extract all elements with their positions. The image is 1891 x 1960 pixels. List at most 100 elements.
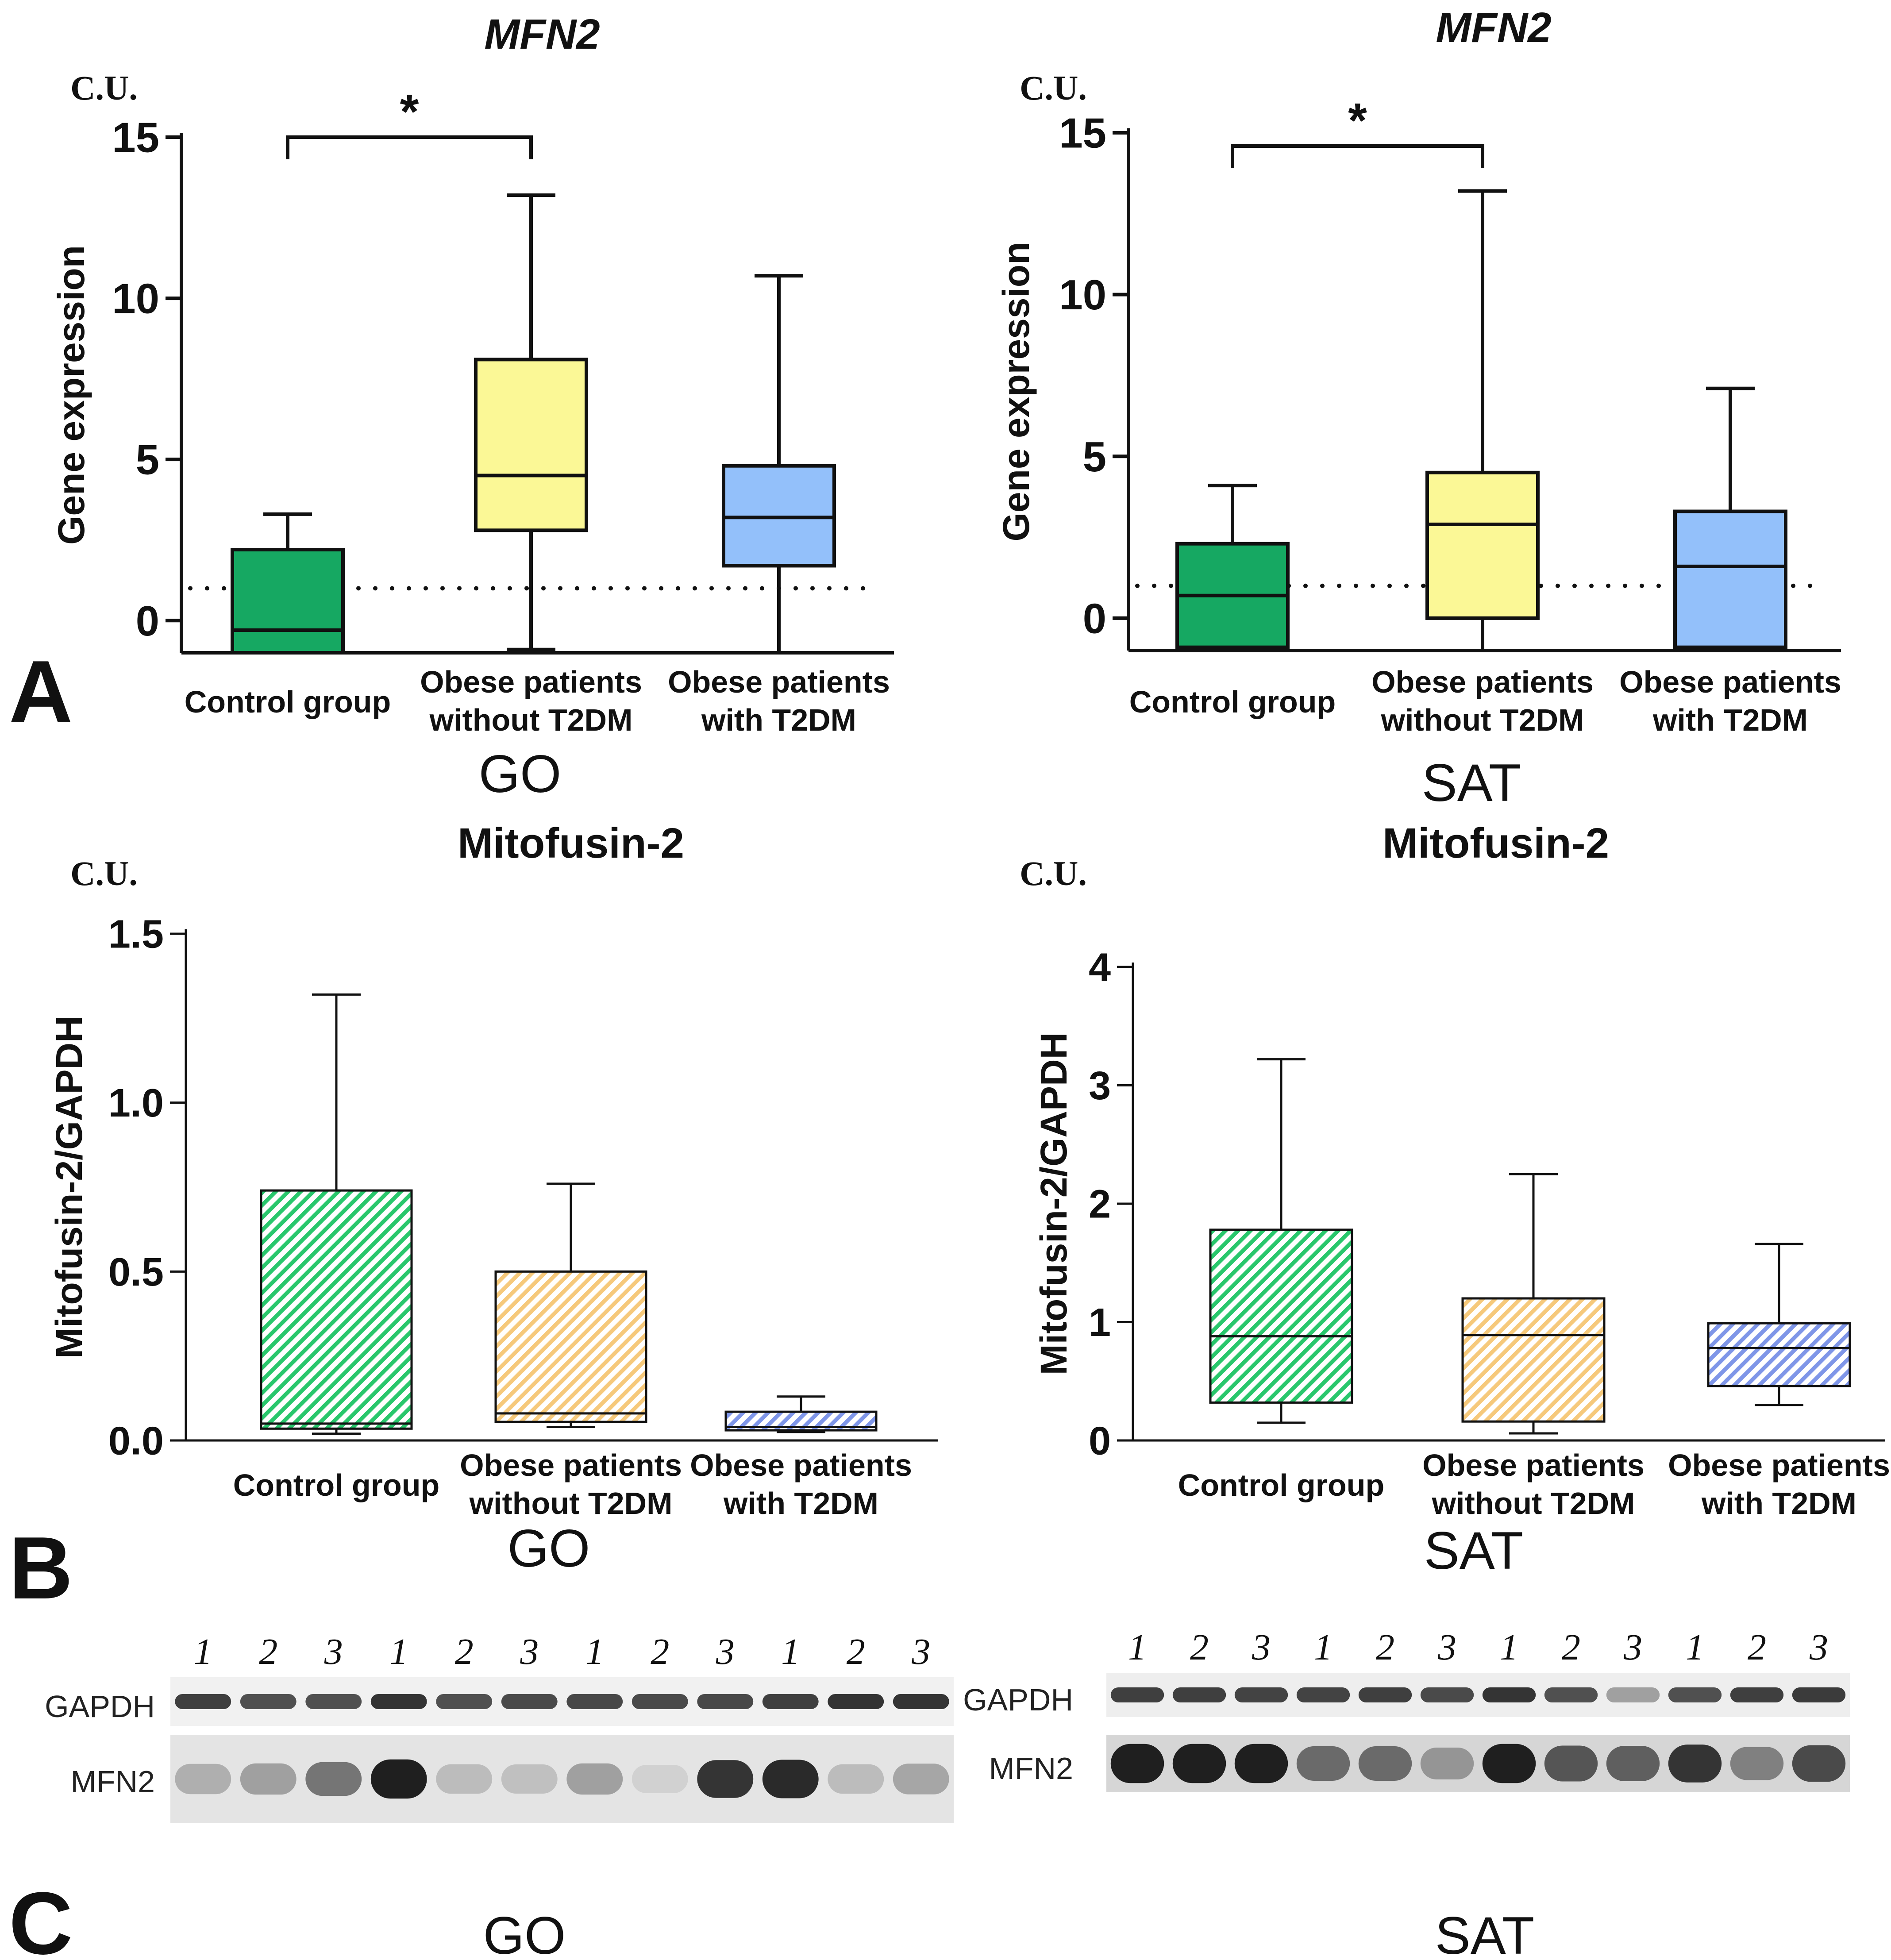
- x-category-label: with T2DM: [1701, 1486, 1856, 1521]
- lane-label: 3: [911, 1631, 930, 1672]
- chart-title: Mitofusin-2: [1383, 820, 1609, 867]
- box-iqr: [1673, 509, 1787, 649]
- lane-label: 1: [389, 1631, 408, 1672]
- chart-a-go: MFN2 C.U. Gene expression 0 5 10 15 Control gro…: [50, 11, 894, 804]
- blot-band: [305, 1694, 362, 1709]
- x-axis-label: GO: [479, 744, 562, 804]
- blot-band: [370, 1759, 427, 1799]
- blot-tissue-label: GO: [483, 1906, 566, 1960]
- significance-bracket: [1231, 144, 1484, 168]
- blot-band: [1296, 1687, 1350, 1702]
- panel-label-c: C: [9, 1874, 73, 1960]
- x-category-label: with T2DM: [1652, 703, 1808, 737]
- y-tick-label: 4: [1089, 946, 1111, 990]
- blot-band: [632, 1694, 688, 1709]
- significance-bracket: [286, 135, 533, 159]
- chart-b-go: Mitofusin-2 C.U. Mitofusin-2/GAPDH 0.0 0.5 1.…: [48, 820, 938, 1578]
- x-category-label: Control group: [233, 1468, 440, 1502]
- lane-label: 1: [1314, 1627, 1333, 1668]
- western-blot-sat: 1 2 3 1 2 3 1 2 3 1 2 3 GAPDH MFN2 SAT: [963, 1627, 1850, 1960]
- blot-band: [697, 1694, 754, 1709]
- blot-band: [1792, 1687, 1846, 1702]
- blot-row-label: MFN2: [989, 1751, 1073, 1786]
- x-category-label: without T2DM: [1381, 703, 1584, 737]
- y-tick-label: 5: [1083, 433, 1106, 481]
- y-tick-label: 5: [136, 436, 159, 484]
- blot-band: [1358, 1687, 1412, 1702]
- blot-band: [436, 1694, 493, 1709]
- y-tick-label: 0: [1089, 1419, 1111, 1463]
- box-iqr: [260, 1189, 413, 1430]
- y-tick-label: 15: [112, 114, 159, 162]
- blot-strip: [1106, 1673, 1850, 1717]
- box-iqr: [1707, 1322, 1851, 1387]
- blot-band: [1606, 1746, 1660, 1781]
- blot-band: [1296, 1746, 1350, 1781]
- lane-label: 1: [1128, 1627, 1147, 1668]
- lane-label: 3: [1809, 1627, 1828, 1668]
- unit-label: C.U.: [1020, 854, 1087, 893]
- blot-strip: [170, 1735, 954, 1823]
- blot-band: [697, 1760, 754, 1798]
- lane-label: 2: [259, 1631, 277, 1672]
- blot-band: [1420, 1748, 1474, 1779]
- y-tick-label: 1.0: [108, 1081, 164, 1125]
- blot-tissue-label: SAT: [1435, 1906, 1534, 1960]
- blot-band: [436, 1764, 493, 1794]
- lane-label: 2: [1376, 1627, 1394, 1668]
- blot-band: [632, 1765, 688, 1793]
- x-axis-label: GO: [508, 1519, 590, 1578]
- y-axis-label: Gene expression: [50, 245, 92, 545]
- x-category-label: Obese patients: [460, 1448, 682, 1483]
- lane-label: 3: [1623, 1627, 1642, 1668]
- lane-label: 1: [781, 1631, 800, 1672]
- y-tick-label: 0.5: [108, 1250, 164, 1294]
- y-tick-label: 10: [112, 275, 159, 323]
- blot-band: [1482, 1744, 1536, 1783]
- lane-label: 1: [585, 1631, 604, 1672]
- blot-band: [370, 1694, 427, 1709]
- lane-label: 3: [324, 1631, 343, 1672]
- lane-label: 2: [1190, 1627, 1209, 1668]
- x-category-label: without T2DM: [469, 1486, 673, 1521]
- x-category-label: Obese patients: [1371, 665, 1594, 699]
- blot-band: [501, 1764, 558, 1794]
- blot-band: [175, 1694, 231, 1709]
- lane-label: 1: [1686, 1627, 1704, 1668]
- significance-star: *: [1348, 93, 1367, 148]
- blot-band: [305, 1762, 362, 1796]
- unit-label: C.U.: [70, 69, 138, 107]
- y-tick-label: 1.5: [108, 913, 164, 957]
- blot-band: [1606, 1687, 1660, 1702]
- unit-label: C.U.: [1020, 69, 1087, 107]
- blot-band: [828, 1694, 884, 1709]
- y-tick-label: 15: [1059, 110, 1106, 157]
- x-category-label: with T2DM: [723, 1486, 878, 1521]
- blot-band: [175, 1764, 231, 1794]
- blot-band: [501, 1694, 558, 1709]
- blot-band: [1544, 1745, 1598, 1782]
- x-axis-label: SAT: [1424, 1521, 1523, 1580]
- blot-band: [1172, 1744, 1226, 1783]
- unit-label: C.U.: [70, 854, 138, 893]
- chart-title: MFN2: [484, 11, 600, 58]
- x-category-label: Control group: [185, 685, 391, 719]
- blot-band: [1172, 1687, 1226, 1702]
- blot-band: [893, 1764, 949, 1794]
- blot-band: [1730, 1687, 1784, 1702]
- x-category-label: Obese patients: [420, 665, 642, 699]
- x-category-label: Obese patients: [1619, 665, 1841, 699]
- lane-label: 2: [847, 1631, 865, 1672]
- y-tick-label: 0: [136, 597, 159, 645]
- x-category-label: with T2DM: [701, 703, 856, 737]
- lane-label: 1: [194, 1631, 212, 1672]
- blot-band: [240, 1763, 297, 1795]
- blot-row-label: MFN2: [70, 1764, 155, 1799]
- lane-label: 3: [520, 1631, 539, 1672]
- y-axis-label: Mitofusin-2/GAPDH: [48, 1016, 90, 1359]
- blot-band: [566, 1694, 623, 1709]
- blot-band: [1668, 1744, 1722, 1783]
- blot-band: [762, 1760, 819, 1798]
- box-iqr: [1209, 1228, 1353, 1404]
- box-iqr: [231, 548, 345, 655]
